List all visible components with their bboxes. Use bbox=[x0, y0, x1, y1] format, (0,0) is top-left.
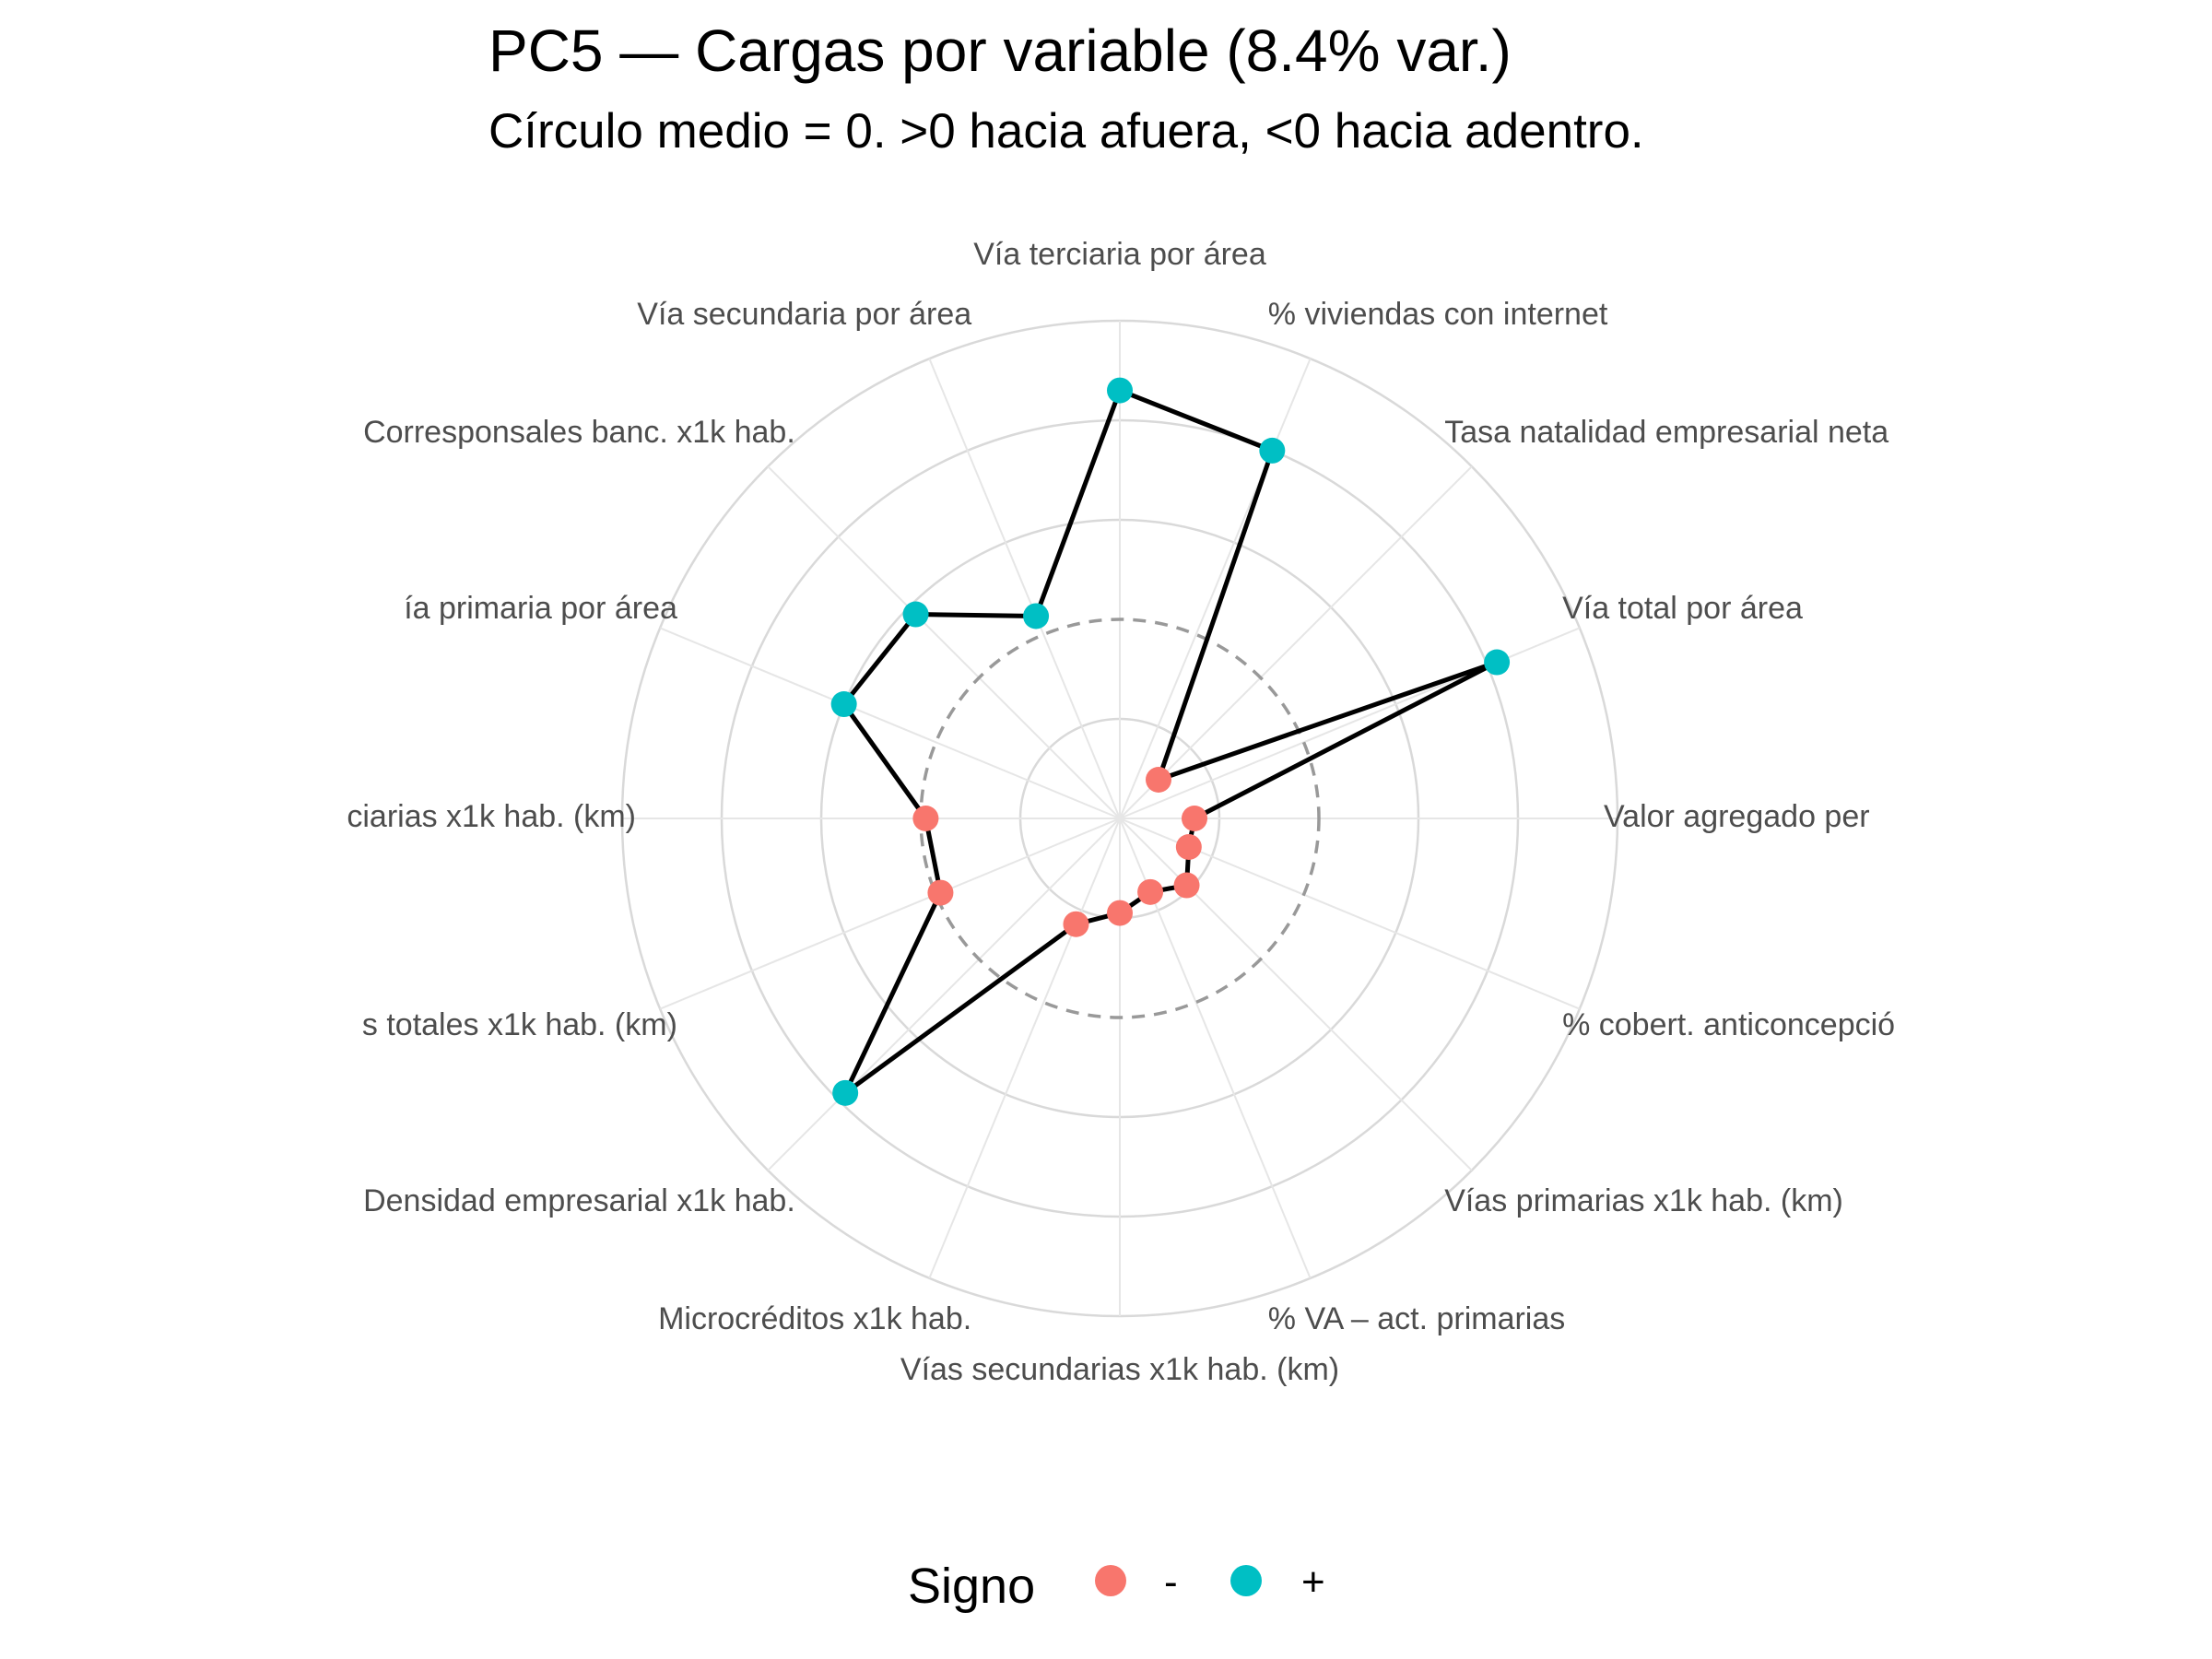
data-point-14 bbox=[902, 601, 929, 628]
data-point-10 bbox=[832, 1079, 859, 1106]
legend-label-negative: - bbox=[1164, 1559, 1178, 1605]
axis-label-5: % cobert. anticoncepció bbox=[1562, 1007, 1895, 1042]
data-point-12 bbox=[912, 806, 939, 831]
series-line-layer bbox=[841, 388, 1500, 1096]
axis-label-7: % VA – act. primarias bbox=[1268, 1301, 1566, 1336]
grid-spoke-3 bbox=[1119, 627, 1581, 819]
axis-label-10: Densidad empresarial x1k hab. bbox=[363, 1183, 795, 1218]
grid-spoke-9 bbox=[928, 818, 1121, 1279]
grid-spoke-13 bbox=[659, 627, 1121, 819]
radar-chart: Vía terciaria por área% viviendas con in… bbox=[347, 237, 1895, 1387]
legend-label-positive: + bbox=[1301, 1559, 1325, 1605]
legend-key-negative bbox=[1095, 1565, 1126, 1596]
axis-label-9: Microcréditos x1k hab. bbox=[658, 1301, 971, 1336]
axis-label-14: Corresponsales banc. x1k hab. bbox=[363, 415, 795, 450]
data-point-15 bbox=[1023, 603, 1050, 629]
data-point-0 bbox=[1107, 377, 1133, 404]
axis-label-11: s totales x1k hab. (km) bbox=[362, 1007, 677, 1042]
grid-spoke-2 bbox=[1119, 465, 1473, 819]
data-point-6 bbox=[1173, 872, 1200, 899]
grid-spoke-11 bbox=[659, 818, 1121, 1010]
data-point-5 bbox=[1175, 833, 1202, 860]
data-point-7 bbox=[1137, 878, 1164, 905]
data-point-layer bbox=[830, 377, 1511, 1106]
axis-label-layer: Vía terciaria por área% viviendas con in… bbox=[347, 237, 1895, 1387]
data-point-9 bbox=[1063, 911, 1089, 937]
axis-label-0: Vía terciaria por área bbox=[973, 237, 1266, 272]
grid-spoke-6 bbox=[1119, 818, 1473, 1171]
axis-label-1: % viviendas con internet bbox=[1268, 297, 1608, 332]
data-point-11 bbox=[927, 879, 954, 906]
data-point-3 bbox=[1484, 649, 1511, 676]
grid-spoke-1 bbox=[1119, 358, 1312, 819]
axis-label-15: Vía secundaria por área bbox=[637, 297, 971, 332]
axis-label-6: Vías primarias x1k hab. (km) bbox=[1444, 1183, 1843, 1218]
grid-layer bbox=[620, 319, 1619, 1318]
axis-label-2: Tasa natalidad empresarial neta bbox=[1444, 415, 1888, 450]
axis-label-13: ía primaria por área bbox=[404, 591, 677, 626]
data-point-1 bbox=[1259, 437, 1286, 464]
data-point-8 bbox=[1107, 900, 1133, 926]
axis-label-3: Vía total por área bbox=[1562, 591, 1803, 626]
data-point-4 bbox=[1182, 806, 1207, 831]
axis-label-12: ciarias x1k hab. (km) bbox=[347, 799, 636, 834]
data-point-13 bbox=[830, 691, 857, 718]
grid-spoke-10 bbox=[767, 818, 1121, 1171]
data-point-2 bbox=[1146, 766, 1172, 793]
chart-subtitle: Círculo medio = 0. >0 hacia afuera, <0 h… bbox=[488, 104, 1644, 159]
loadings-line bbox=[841, 388, 1500, 1096]
grid-spoke-15 bbox=[928, 358, 1121, 819]
axis-label-4: Valor agregado per bbox=[1604, 799, 1870, 834]
chart-title: PC5 — Cargas por variable (8.4% var.) bbox=[488, 18, 1512, 84]
legend-title: Signo bbox=[908, 1559, 1036, 1614]
legend-key-positive bbox=[1230, 1565, 1262, 1596]
axis-label-8: Vías secundarias x1k hab. (km) bbox=[900, 1352, 1339, 1387]
legend: Signo - + bbox=[0, 1548, 2212, 1622]
grid-spoke-14 bbox=[767, 465, 1121, 819]
